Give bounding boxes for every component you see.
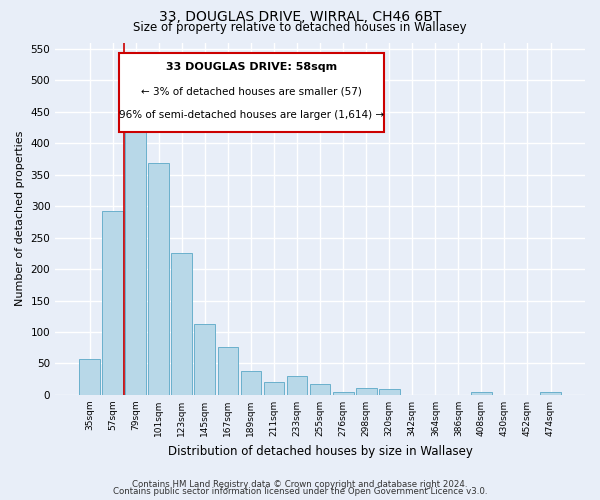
X-axis label: Distribution of detached houses by size in Wallasey: Distribution of detached houses by size … [167,444,473,458]
Bar [148,164,169,395]
Bar [102,210,123,395]
Bar [333,392,353,395]
FancyBboxPatch shape [119,53,383,132]
Text: ← 3% of detached houses are smaller (57): ← 3% of detached houses are smaller (57) [141,86,362,96]
Bar [287,376,307,395]
Text: Size of property relative to detached houses in Wallasey: Size of property relative to detached ho… [133,22,467,35]
Bar [356,388,377,395]
Text: 33 DOUGLAS DRIVE: 58sqm: 33 DOUGLAS DRIVE: 58sqm [166,62,337,72]
Bar [218,347,238,395]
Bar [379,390,400,395]
Text: 33, DOUGLAS DRIVE, WIRRAL, CH46 6BT: 33, DOUGLAS DRIVE, WIRRAL, CH46 6BT [159,10,441,24]
Bar [172,252,192,395]
Bar [471,392,492,395]
Bar [194,324,215,395]
Bar [125,124,146,395]
Bar [79,359,100,395]
Y-axis label: Number of detached properties: Number of detached properties [15,131,25,306]
Bar [263,382,284,395]
Bar [241,371,262,395]
Bar [310,384,331,395]
Text: Contains public sector information licensed under the Open Government Licence v3: Contains public sector information licen… [113,487,487,496]
Bar [540,392,561,395]
Text: Contains HM Land Registry data © Crown copyright and database right 2024.: Contains HM Land Registry data © Crown c… [132,480,468,489]
Text: 96% of semi-detached houses are larger (1,614) →: 96% of semi-detached houses are larger (… [119,110,384,120]
